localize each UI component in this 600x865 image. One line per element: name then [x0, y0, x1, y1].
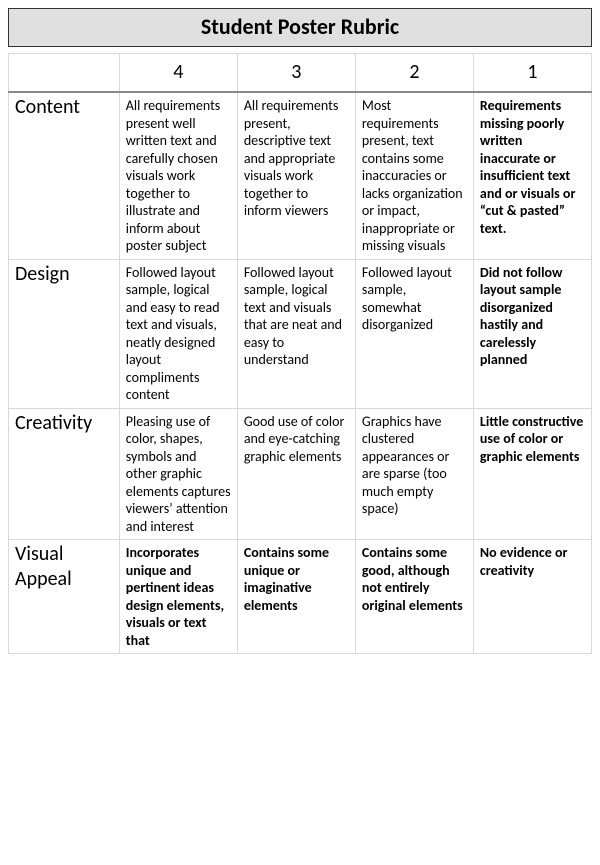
rubric-title: Student Poster Rubric — [8, 8, 592, 47]
rubric-cell: All requirements present, descriptive te… — [237, 92, 355, 259]
header-col-3: 3 — [237, 54, 355, 93]
header-col-1: 1 — [473, 54, 591, 93]
table-header-row: 4 3 2 1 — [9, 54, 592, 93]
header-col-2: 2 — [355, 54, 473, 93]
rubric-cell: Contains some unique or imaginative elem… — [237, 540, 355, 654]
rubric-cell: Incorporates unique and pertinent ideas … — [119, 540, 237, 654]
criterion-label: Design — [9, 259, 120, 408]
rubric-cell: Requirements missing poorly written inac… — [473, 92, 591, 259]
criterion-label: Visual Appeal — [9, 540, 120, 654]
rubric-table: 4 3 2 1 ContentAll requirements present … — [8, 53, 592, 654]
rubric-cell: All requirements present well written te… — [119, 92, 237, 259]
rubric-cell: Pleasing use of color, shapes, symbols a… — [119, 408, 237, 540]
rubric-cell: Contains some good, although not entirel… — [355, 540, 473, 654]
criterion-label: Content — [9, 92, 120, 259]
rubric-cell: Followed layout sample, logical and easy… — [119, 259, 237, 408]
rubric-cell: No evidence or creativity — [473, 540, 591, 654]
rubric-cell: Followed layout sample, logical text and… — [237, 259, 355, 408]
table-row: Visual AppealIncorporates unique and per… — [9, 540, 592, 654]
rubric-body: ContentAll requirements present well wri… — [9, 92, 592, 654]
rubric-cell: Did not follow layout sample disorganize… — [473, 259, 591, 408]
rubric-cell: Followed layout sample, somewhat disorga… — [355, 259, 473, 408]
criterion-label: Creativity — [9, 408, 120, 540]
header-empty — [9, 54, 120, 93]
rubric-cell: Good use of color and eye-catching graph… — [237, 408, 355, 540]
rubric-cell: Graphics have clustered appearances or a… — [355, 408, 473, 540]
rubric-cell: Little constructive use of color or grap… — [473, 408, 591, 540]
table-row: DesignFollowed layout sample, logical an… — [9, 259, 592, 408]
header-col-4: 4 — [119, 54, 237, 93]
table-row: CreativityPleasing use of color, shapes,… — [9, 408, 592, 540]
table-row: ContentAll requirements present well wri… — [9, 92, 592, 259]
rubric-cell: Most requirements present, text contains… — [355, 92, 473, 259]
